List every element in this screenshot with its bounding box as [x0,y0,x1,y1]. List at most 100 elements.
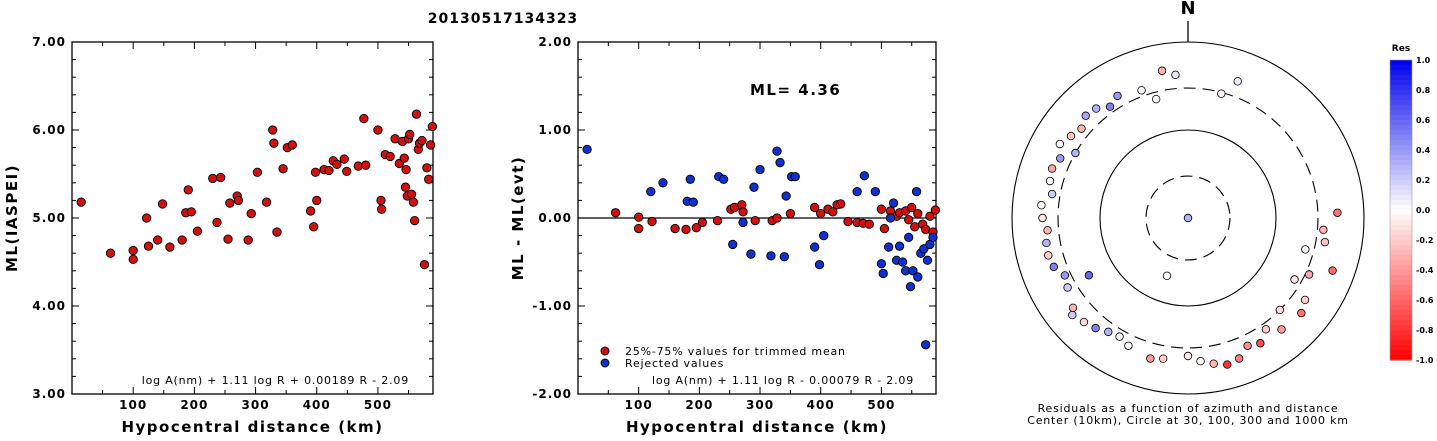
legend-marker [600,346,610,356]
middle-accepted-point [876,204,887,214]
middle-rejected-point [718,174,729,184]
left-data-point [419,259,430,270]
middle-rejected-point [749,182,759,192]
colorbar-segment [1390,330,1412,336]
left-data-point [268,125,278,135]
middle-accepted-point [879,223,890,234]
colorbar-segment [1390,190,1412,196]
left-data-point [400,182,411,192]
colorbar-segment [1390,125,1412,131]
middle-x-axis-label: Hypocentral distance (km) [626,418,888,436]
middle-accepted-point [750,215,760,226]
left-data-point [165,242,175,252]
left-data-point [422,163,432,173]
station-residual-marker [1319,225,1328,235]
middle-rejected-point [888,198,899,208]
left-data-point [339,154,349,164]
colorbar-segment [1390,155,1412,161]
left-data-point [269,138,279,148]
middle-accepted-point [828,207,838,217]
colorbar-segment [1390,275,1412,281]
colorbar-segment [1390,310,1412,316]
colorbar-segment [1390,290,1412,296]
station-residual-marker [1104,327,1113,337]
left-data-point [405,129,415,140]
colorbar-segment [1390,215,1412,221]
legend-marker [600,358,610,368]
middle-rejected-point [905,281,916,292]
left-y-tick-label: 4.00 [32,299,66,313]
middle-accepted-point [785,208,796,219]
middle-rejected-point [814,259,825,270]
left-data-point [424,174,434,184]
middle-accepted-point [647,216,657,227]
station-residual-marker [1055,139,1065,149]
left-data-point [192,226,203,236]
station-residual-marker [1105,102,1115,111]
middle-rejected-point [878,268,888,279]
colorbar-segment [1390,175,1412,181]
middle-rejected-point [894,241,905,251]
middle-accepted-point [610,208,621,218]
colorbar-segment [1390,140,1412,146]
middle-accepted-point [843,216,853,227]
station-residual-marker [1196,356,1205,366]
station-residual-marker [1183,213,1193,223]
middle-accepted-point [738,207,748,217]
station-residual-marker [1146,354,1155,363]
station-residual-marker [1056,154,1065,163]
colorbar-tick-label: 0.4 [1416,146,1431,155]
station-residual-marker [1042,238,1051,248]
colorbar-segment [1390,115,1412,121]
left-data-point [359,113,369,124]
middle-accepted-point [836,199,846,209]
colorbar-segment [1390,160,1412,166]
middle-rejected-point [790,171,800,182]
left-data-point [406,189,417,199]
colorbar-segment [1390,185,1412,191]
left-data-point [427,121,438,132]
colorbar-segment [1390,105,1412,111]
middle-rejected-point [859,171,870,181]
legend-label: Rejected values [625,357,724,370]
left-data-point [243,235,253,245]
colorbar-segment [1390,300,1412,306]
station-residual-marker [1115,332,1124,341]
left-data-point [310,167,321,177]
middle-accepted-point [907,202,917,213]
left-data-point [216,172,226,183]
middle-rejected-point [885,213,896,223]
middle-x-tick-label: 300 [746,398,774,412]
polar-caption-2: Center (10km), Circle at 30, 100, 300 an… [1027,414,1349,427]
colorbar-segment [1390,80,1412,86]
colorbar-segment [1390,180,1412,186]
station-residual-marker [1066,131,1076,141]
colorbar-segment [1390,110,1412,116]
colorbar-segment [1390,135,1412,141]
left-data-point [212,217,222,228]
station-residual-marker [1047,164,1057,173]
middle-y-tick-label: 2.00 [538,35,572,49]
colorbar-segment [1390,280,1412,286]
middle-accepted-point [910,222,920,232]
left-data-point [425,140,436,150]
left-x-tick-label: 200 [180,398,208,412]
colorbar-segment [1390,170,1412,176]
middle-rejected-point [772,146,782,156]
colorbar-segment [1390,165,1412,171]
left-data-point [361,160,371,170]
left-data-point [183,185,193,195]
colorbar-segment [1390,305,1412,311]
colorbar-segment [1390,320,1412,326]
left-data-point [225,198,235,208]
station-residual-marker [1233,77,1242,86]
left-data-point [376,204,387,214]
middle-rejected-point [921,340,931,350]
middle-rejected-point [922,255,933,265]
middle-y-tick-label: 1.00 [538,123,572,137]
station-residual-marker [1209,359,1218,368]
station-residual-marker [1044,251,1053,260]
middle-accepted-point [913,208,923,219]
colorbar-segment [1390,65,1412,71]
